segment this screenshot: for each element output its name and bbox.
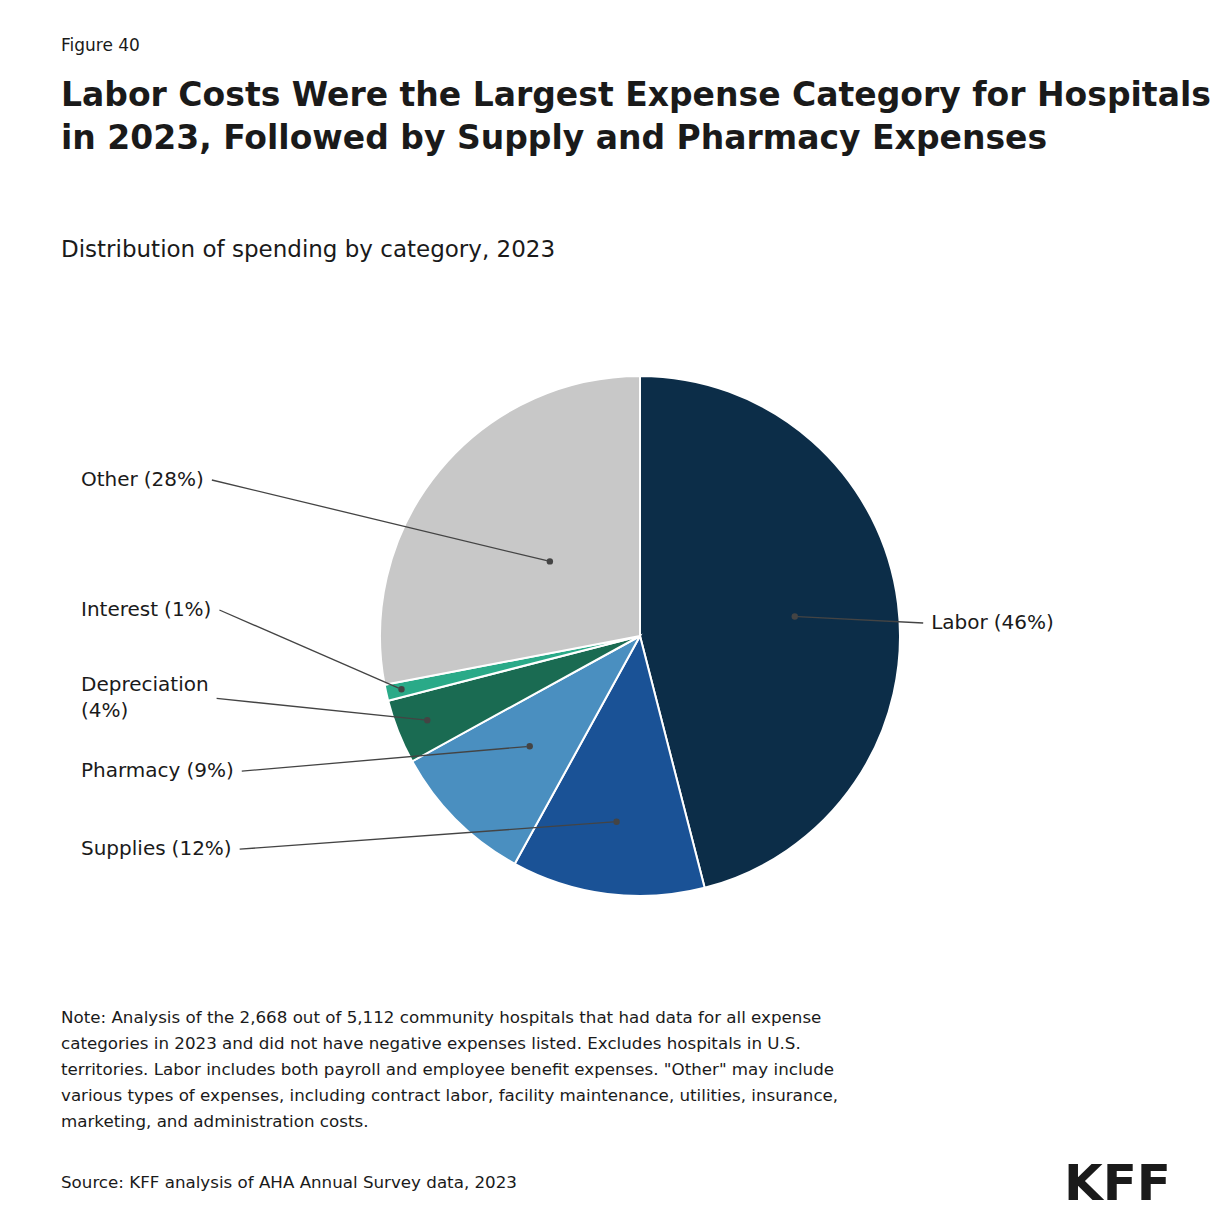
data-label: Pharmacy(9%) xyxy=(81,758,234,782)
figure-label: Figure 40 xyxy=(61,35,140,55)
value-label: (28%) xyxy=(144,467,204,491)
leader-line xyxy=(242,747,527,772)
category-label: Other xyxy=(81,467,139,491)
leader-dot xyxy=(398,686,404,692)
leader-line xyxy=(798,617,923,623)
title-line: Labor Costs Were the Largest Expense Cat… xyxy=(61,75,1211,114)
note: Note: Analysis of the 2,668 out of 5,112… xyxy=(61,1007,838,1131)
category-label: Pharmacy xyxy=(81,758,181,782)
subtitle: Distribution of spending by category, 20… xyxy=(61,236,555,262)
subtitle-line: Distribution of spending by category, 20… xyxy=(61,236,555,262)
leader-dot xyxy=(792,613,798,619)
leader-line xyxy=(217,698,425,720)
data-label: Other(28%) xyxy=(81,467,204,491)
figure-label-line: Figure 40 xyxy=(61,35,140,55)
category-label: Labor xyxy=(931,610,988,634)
credit: KFF xyxy=(1064,1154,1171,1212)
note-line: various types of expenses, including con… xyxy=(61,1085,838,1105)
leader-dot xyxy=(424,717,430,723)
annotations: Labor(46%) Supplies(12%) Pharmacy(9%) Depre… xyxy=(81,467,1054,860)
title-line: in 2023, Followed by Supply and Pharmacy… xyxy=(61,118,1047,157)
chart: Figure 40 Labor Costs Were the Largest Ex… xyxy=(0,0,1220,1224)
note-line: Note: Analysis of the 2,668 out of 5,112… xyxy=(61,1007,821,1027)
source-line: Source: KFF analysis of AHA Annual Surve… xyxy=(61,1172,517,1192)
category-label: Supplies xyxy=(81,836,166,860)
leader-dot xyxy=(526,743,532,749)
leader-line xyxy=(240,822,614,849)
source: Source: KFF analysis of AHA Annual Surve… xyxy=(61,1172,517,1192)
leader-line xyxy=(219,610,398,688)
category-label: Interest xyxy=(81,597,158,621)
leader-line xyxy=(212,480,547,561)
data-label: Interest(1%) xyxy=(81,597,211,621)
value-label: (12%) xyxy=(172,836,232,860)
pie xyxy=(380,376,900,896)
note-line: territories. Labor includes both payroll… xyxy=(61,1059,834,1079)
value-label: (1%) xyxy=(164,597,211,621)
data-label: Labor(46%) xyxy=(931,610,1054,634)
note-line: categories in 2023 and did not have nega… xyxy=(61,1033,801,1053)
data-label: Depreciation(4%) xyxy=(81,672,209,722)
category-label: Depreciation xyxy=(81,672,209,696)
value-label: (4%) xyxy=(81,698,128,722)
data-label: Supplies(12%) xyxy=(81,836,232,860)
value-label: (46%) xyxy=(994,610,1054,634)
value-label: (9%) xyxy=(186,758,233,782)
leader-dot xyxy=(613,819,619,825)
title: Labor Costs Were the Largest Expense Cat… xyxy=(61,75,1211,157)
note-line: marketing, and administration costs. xyxy=(61,1111,368,1131)
leader-dot xyxy=(547,558,553,564)
